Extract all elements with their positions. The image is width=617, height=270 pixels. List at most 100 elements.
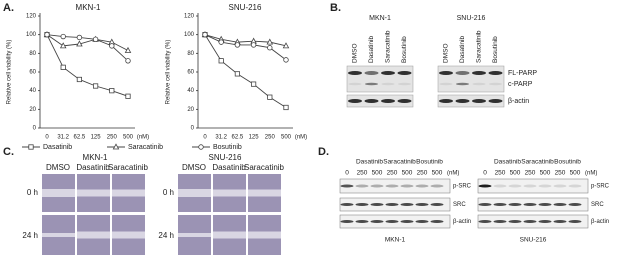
band [400, 220, 414, 223]
axis [39, 13, 135, 129]
x-unit: (nM) [295, 135, 307, 141]
chart-title: MKN-1 [76, 3, 101, 12]
marker [250, 81, 257, 87]
dose-unit: (nM) [585, 171, 597, 177]
dose-label: 250 [417, 170, 428, 177]
dose-label: 250 [495, 170, 506, 177]
band [523, 184, 537, 188]
dose-label: 500 [432, 170, 443, 177]
lane-label: Bosutinib [492, 36, 499, 63]
lane-label: Bosutinib [401, 36, 408, 63]
lane-label: DMSO [443, 44, 450, 64]
scratch [42, 189, 75, 197]
x-tick-label: 0 [45, 135, 49, 141]
lane-label: Dasatinib [368, 36, 375, 63]
marker [44, 31, 50, 38]
marker [76, 40, 83, 47]
y-axis-label: Relative cell viability (%) [166, 40, 172, 105]
band [508, 184, 522, 188]
band-label: p-SRC [453, 184, 472, 190]
series-line [204, 34, 287, 61]
band [415, 203, 429, 206]
y-tick-label: 40 [29, 88, 36, 94]
series-line [46, 34, 129, 51]
band [364, 71, 379, 75]
cell-line-label: MKN-1 [83, 153, 108, 162]
column-label: DMSO [182, 163, 206, 172]
dose-label: 0 [483, 170, 487, 177]
band [385, 203, 399, 206]
y-tick-label: 0 [33, 126, 37, 132]
drug-label: Saracatinib [521, 159, 554, 166]
scratch [178, 233, 211, 237]
y-tick-label: 60 [29, 70, 36, 76]
scratch [77, 231, 110, 239]
band [385, 184, 399, 188]
band [553, 220, 567, 223]
band [381, 71, 395, 75]
band [472, 82, 486, 86]
band [370, 184, 384, 188]
dose-label: 250 [357, 170, 368, 177]
band-label: SRC [591, 202, 604, 208]
band [568, 184, 582, 188]
lane-label: DMSO [352, 44, 359, 64]
blot [437, 65, 505, 93]
band [397, 71, 412, 75]
band [340, 220, 354, 223]
scratch [248, 231, 281, 239]
marker [76, 76, 82, 83]
band [397, 99, 412, 103]
scratch [248, 189, 281, 197]
band [493, 184, 507, 188]
x-tick-label: 500 [281, 135, 292, 141]
dose-label: 500 [510, 170, 521, 177]
panel-label: C. [3, 146, 14, 158]
marker [283, 104, 289, 111]
x-tick-label: 125 [249, 135, 260, 141]
series-line [46, 34, 129, 62]
legend-label: Saracatinib [128, 144, 163, 151]
band [340, 203, 354, 206]
band [355, 184, 369, 188]
y-tick-label: 120 [184, 14, 195, 20]
drug-label: Dasatinib [494, 159, 521, 166]
blot [346, 94, 414, 108]
panel-label: A. [3, 2, 14, 14]
band [348, 82, 362, 86]
dose-label: 250 [555, 170, 566, 177]
lane-label: Dasatinib [459, 36, 466, 63]
series-line [204, 34, 287, 47]
band [553, 203, 567, 206]
x-tick-label: 250 [107, 135, 118, 141]
band [430, 220, 444, 223]
y-tick-label: 60 [187, 70, 194, 76]
band [523, 203, 537, 206]
marker [202, 31, 208, 38]
row-label: 0 h [163, 188, 174, 197]
band-label: β-actin [508, 98, 529, 105]
y-tick-label: 20 [187, 107, 194, 113]
dose-label: 500 [540, 170, 551, 177]
band-label: SRC [453, 202, 466, 208]
drug-label: Bosutinib [416, 159, 443, 166]
marker [76, 34, 83, 41]
cell-line-label: SNU-216 [209, 153, 242, 162]
band [472, 71, 486, 75]
marker [282, 42, 290, 49]
y-tick-label: 80 [187, 51, 194, 57]
band [430, 184, 444, 188]
band [348, 99, 362, 103]
marker [234, 42, 241, 48]
scratch [112, 189, 145, 197]
axis [197, 13, 293, 129]
band [538, 184, 552, 188]
band [488, 71, 503, 75]
band [508, 203, 522, 206]
marker [283, 57, 289, 63]
band [415, 220, 429, 223]
drug-label: Dasatinib [356, 159, 383, 166]
band [439, 71, 453, 75]
